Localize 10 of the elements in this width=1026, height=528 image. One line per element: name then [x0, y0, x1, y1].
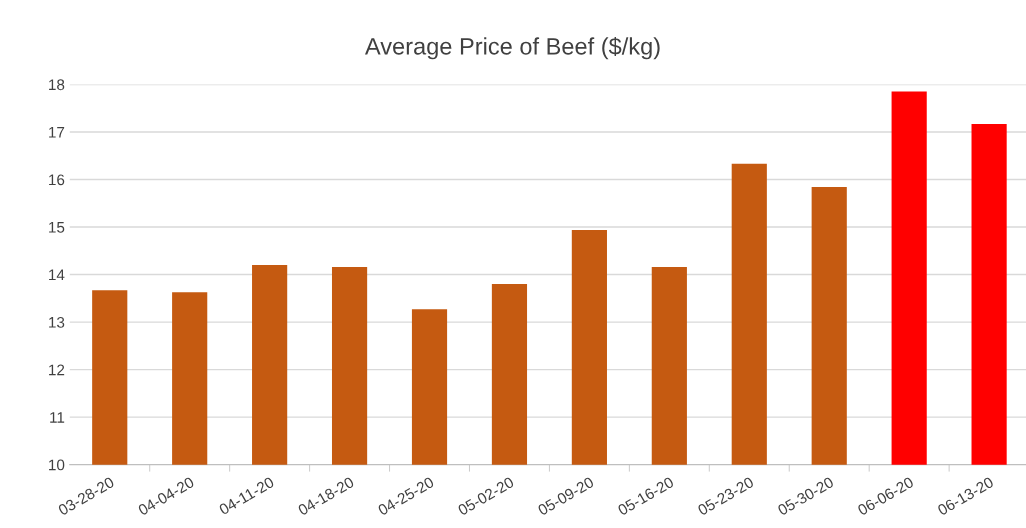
y-tick-label: 18 [49, 79, 65, 91]
y-tick-label: 12 [49, 364, 65, 376]
y-tick-label: 17 [49, 127, 65, 138]
y-tick-label: 13 [49, 316, 65, 328]
chart-title: Average Price of Beef ($/kg) [364, 36, 660, 60]
y-tick-label: 14 [49, 269, 65, 281]
y-tick-label: 15 [49, 222, 65, 233]
y-tick-label: 16 [49, 174, 65, 186]
y-tick-label: 11 [50, 412, 65, 423]
y-tick-label: 10 [49, 459, 65, 471]
